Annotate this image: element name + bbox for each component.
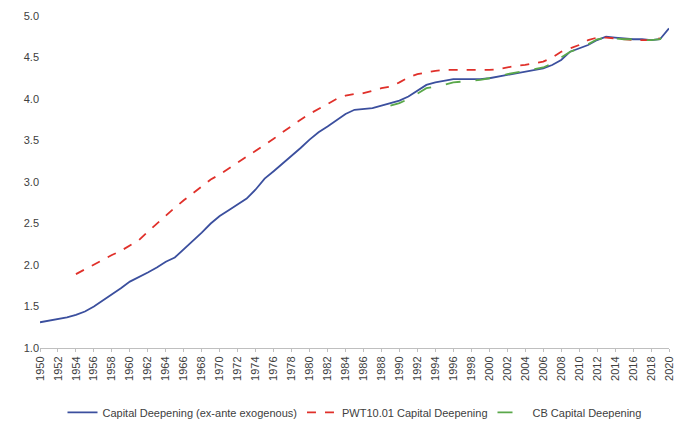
svg-text:1974: 1974 (249, 356, 261, 380)
svg-text:2010: 2010 (573, 356, 585, 380)
svg-text:2008: 2008 (555, 356, 567, 380)
svg-text:1968: 1968 (195, 356, 207, 380)
svg-text:2.5: 2.5 (24, 217, 39, 229)
svg-text:1978: 1978 (285, 356, 297, 380)
svg-text:4.0: 4.0 (24, 93, 39, 105)
svg-text:2014: 2014 (609, 356, 621, 380)
svg-text:1972: 1972 (231, 356, 243, 380)
svg-text:1950: 1950 (34, 356, 46, 380)
svg-text:Capital Deepening (ex-ante exo: Capital Deepening (ex-ante exogenous) (103, 407, 297, 419)
svg-text:2016: 2016 (627, 356, 639, 380)
svg-text:1994: 1994 (429, 356, 441, 380)
svg-text:1996: 1996 (447, 356, 459, 380)
svg-text:2004: 2004 (519, 356, 531, 380)
svg-text:5.0: 5.0 (24, 10, 39, 22)
svg-text:1982: 1982 (321, 356, 333, 380)
svg-text:1956: 1956 (87, 356, 99, 380)
svg-text:PWT10.01 Capital Deepening: PWT10.01 Capital Deepening (342, 407, 488, 419)
svg-text:1954: 1954 (70, 356, 82, 380)
svg-text:1986: 1986 (357, 356, 369, 380)
svg-text:1960: 1960 (123, 356, 135, 380)
svg-text:1962: 1962 (141, 356, 153, 380)
svg-text:3.5: 3.5 (24, 134, 39, 146)
svg-text:2000: 2000 (483, 356, 495, 380)
svg-text:1.5: 1.5 (24, 300, 39, 312)
svg-text:2006: 2006 (537, 356, 549, 380)
svg-text:2012: 2012 (591, 356, 603, 380)
svg-text:1958: 1958 (105, 356, 117, 380)
svg-text:2002: 2002 (501, 356, 513, 380)
svg-text:CB Capital Deepening: CB Capital Deepening (533, 407, 642, 419)
svg-text:4.5: 4.5 (24, 51, 39, 63)
svg-text:1984: 1984 (339, 356, 351, 380)
svg-text:1988: 1988 (375, 356, 387, 380)
svg-text:1990: 1990 (393, 356, 405, 380)
svg-text:1.0: 1.0 (24, 342, 39, 354)
svg-text:1980: 1980 (303, 356, 315, 380)
svg-text:1992: 1992 (411, 356, 423, 380)
svg-text:1952: 1952 (52, 356, 64, 380)
svg-text:2.0: 2.0 (24, 259, 39, 271)
svg-text:1976: 1976 (267, 356, 279, 380)
svg-text:3.0: 3.0 (24, 176, 39, 188)
svg-text:2018: 2018 (645, 356, 657, 380)
svg-text:1964: 1964 (159, 356, 171, 380)
svg-text:1998: 1998 (465, 356, 477, 380)
svg-text:2020: 2020 (663, 356, 675, 380)
svg-text:1970: 1970 (213, 356, 225, 380)
svg-text:1966: 1966 (177, 356, 189, 380)
